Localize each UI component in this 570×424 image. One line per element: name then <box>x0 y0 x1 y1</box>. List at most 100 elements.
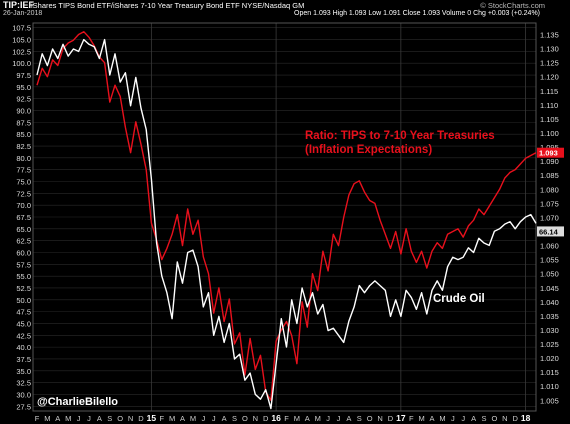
left-tick-label: 62.5 <box>16 237 31 246</box>
x-tick-label: F <box>409 414 414 423</box>
x-tick-label: O <box>491 414 497 423</box>
stockcharts-credit: © StockCharts.com <box>480 1 545 10</box>
x-tick-label: D <box>263 414 269 423</box>
left-tick-label: 82.5 <box>16 142 31 151</box>
left-tick-label: 102.5 <box>12 47 31 56</box>
x-tick-label: D <box>138 414 144 423</box>
right-tick-label: 1.115 <box>540 87 558 96</box>
right-tick-label: 1.035 <box>540 312 559 321</box>
date-label: 26-Jan-2018 <box>3 10 43 17</box>
left-tick-label: 32.5 <box>16 379 31 388</box>
left-tick-label: 50.0 <box>16 296 31 305</box>
x-tick-label: M <box>44 414 50 423</box>
x-tick-label: A <box>305 414 310 423</box>
x-tick-label: F <box>35 414 40 423</box>
chart-grid <box>33 23 536 411</box>
x-tick-label: 18 <box>521 413 531 423</box>
x-tick-label: A <box>471 414 476 423</box>
left-tick-label: 70.0 <box>16 201 31 210</box>
left-tick-label: 52.5 <box>16 284 31 293</box>
left-tick-label: 107.5 <box>12 24 31 33</box>
right-tick-label: 1.025 <box>540 340 559 349</box>
x-tick-label: J <box>201 414 205 423</box>
left-tick-label: 90.0 <box>16 107 31 116</box>
x-tick-label: N <box>253 414 258 423</box>
right-tick-label: 1.120 <box>540 73 559 82</box>
ratio-annotation-subtitle: (Inflation Expectations) <box>305 144 432 156</box>
right-tick-label: 1.060 <box>540 242 559 251</box>
ratio-last-value: 1.093 <box>539 149 558 158</box>
left-axis: 27.5 30.0 32.5 35.0 37.5 40.0 42.5 45.0 47.5 50.0… <box>12 24 31 412</box>
x-tick-label: A <box>222 414 227 423</box>
x-tick-label: J <box>77 414 81 423</box>
x-tick-label: A <box>180 414 185 423</box>
left-tick-label: 97.5 <box>16 71 31 80</box>
right-tick-label: 1.085 <box>540 171 559 180</box>
x-tick-label: A <box>97 414 102 423</box>
right-tick-label: 1.105 <box>540 115 559 124</box>
x-tick-label: S <box>232 414 237 423</box>
left-tick-label: 95.0 <box>16 83 31 92</box>
right-tick-label: 1.040 <box>540 298 559 307</box>
left-tick-label: 60.0 <box>16 248 31 257</box>
x-tick-label: 15 <box>147 413 157 423</box>
x-tick-label: 16 <box>271 413 281 423</box>
left-tick-label: 75.0 <box>16 178 31 187</box>
left-tick-label: 65.0 <box>16 225 31 234</box>
right-tick-label: 1.080 <box>540 185 559 194</box>
series-group <box>36 31 537 410</box>
x-tick-label: D <box>388 414 394 423</box>
x-tick-label: A <box>346 414 351 423</box>
plot-area-border <box>32 22 537 412</box>
left-tick-label: 42.5 <box>16 331 31 340</box>
x-tick-label: A <box>55 414 60 423</box>
x-tick-label: S <box>357 414 362 423</box>
x-tick-label: S <box>107 414 112 423</box>
x-tick-label: J <box>212 414 216 423</box>
left-tick-label: 87.5 <box>16 118 31 127</box>
right-tick-label: 1.090 <box>540 157 559 166</box>
left-tick-label: 40.0 <box>16 343 31 352</box>
left-tick-label: 37.5 <box>16 355 31 364</box>
right-tick-label: 1.055 <box>540 256 559 265</box>
ratio-last-value-box <box>537 147 564 158</box>
right-tick-label: 1.020 <box>540 354 559 363</box>
left-tick-label: 57.5 <box>16 260 31 269</box>
x-tick-label: M <box>315 414 321 423</box>
chart-subheader: 26-Jan-2018 Open 1.093 High 1.093 Low 1.… <box>0 10 570 21</box>
x-tick-label: D <box>512 414 518 423</box>
right-tick-label: 1.010 <box>540 382 559 391</box>
x-tick-label: M <box>190 414 196 423</box>
left-tick-label: 100.0 <box>12 59 31 68</box>
oil-last-value: 66.14 <box>539 227 559 236</box>
watermark: @CharlieBilello <box>37 396 118 408</box>
oil-last-value-box <box>537 226 564 237</box>
x-tick-label: N <box>128 414 133 423</box>
x-tick-label: O <box>117 414 123 423</box>
left-tick-label: 80.0 <box>16 154 31 163</box>
ratio-series-line <box>36 31 537 401</box>
x-tick-label: O <box>242 414 248 423</box>
x-tick-label: F <box>284 414 289 423</box>
price-chart: 27.5 30.0 32.5 35.0 37.5 40.0 42.5 45.0 47.5 50.0… <box>12 22 564 423</box>
right-tick-label: 1.130 <box>540 45 559 54</box>
x-tick-label: N <box>502 414 507 423</box>
right-tick-label: 1.100 <box>540 129 559 138</box>
left-tick-label: 92.5 <box>16 95 31 104</box>
x-tick-label: M <box>169 414 175 423</box>
right-tick-label: 1.095 <box>540 143 559 152</box>
right-axis: 1.005 1.010 1.015 1.020 1.025 1.030 1.035 1.040… <box>540 31 559 406</box>
x-tick-label: M <box>65 414 71 423</box>
ohlc-values: Open 1.093 High 1.093 Low 1.091 Close 1.… <box>294 10 540 17</box>
x-tick-label: J <box>326 414 330 423</box>
ratio-annotation: Ratio: TIPS to 7-10 Year Treasuries <box>305 130 495 142</box>
x-tick-label: S <box>482 414 487 423</box>
left-tick-label: 47.5 <box>16 308 31 317</box>
x-tick-label: M <box>419 414 425 423</box>
x-tick-label: O <box>367 414 373 423</box>
x-tick-label: M <box>439 414 445 423</box>
x-tick-label: 17 <box>396 413 406 423</box>
right-tick-label: 1.015 <box>540 368 559 377</box>
oil-series-line <box>36 38 537 410</box>
right-tick-label: 1.135 <box>540 31 559 40</box>
